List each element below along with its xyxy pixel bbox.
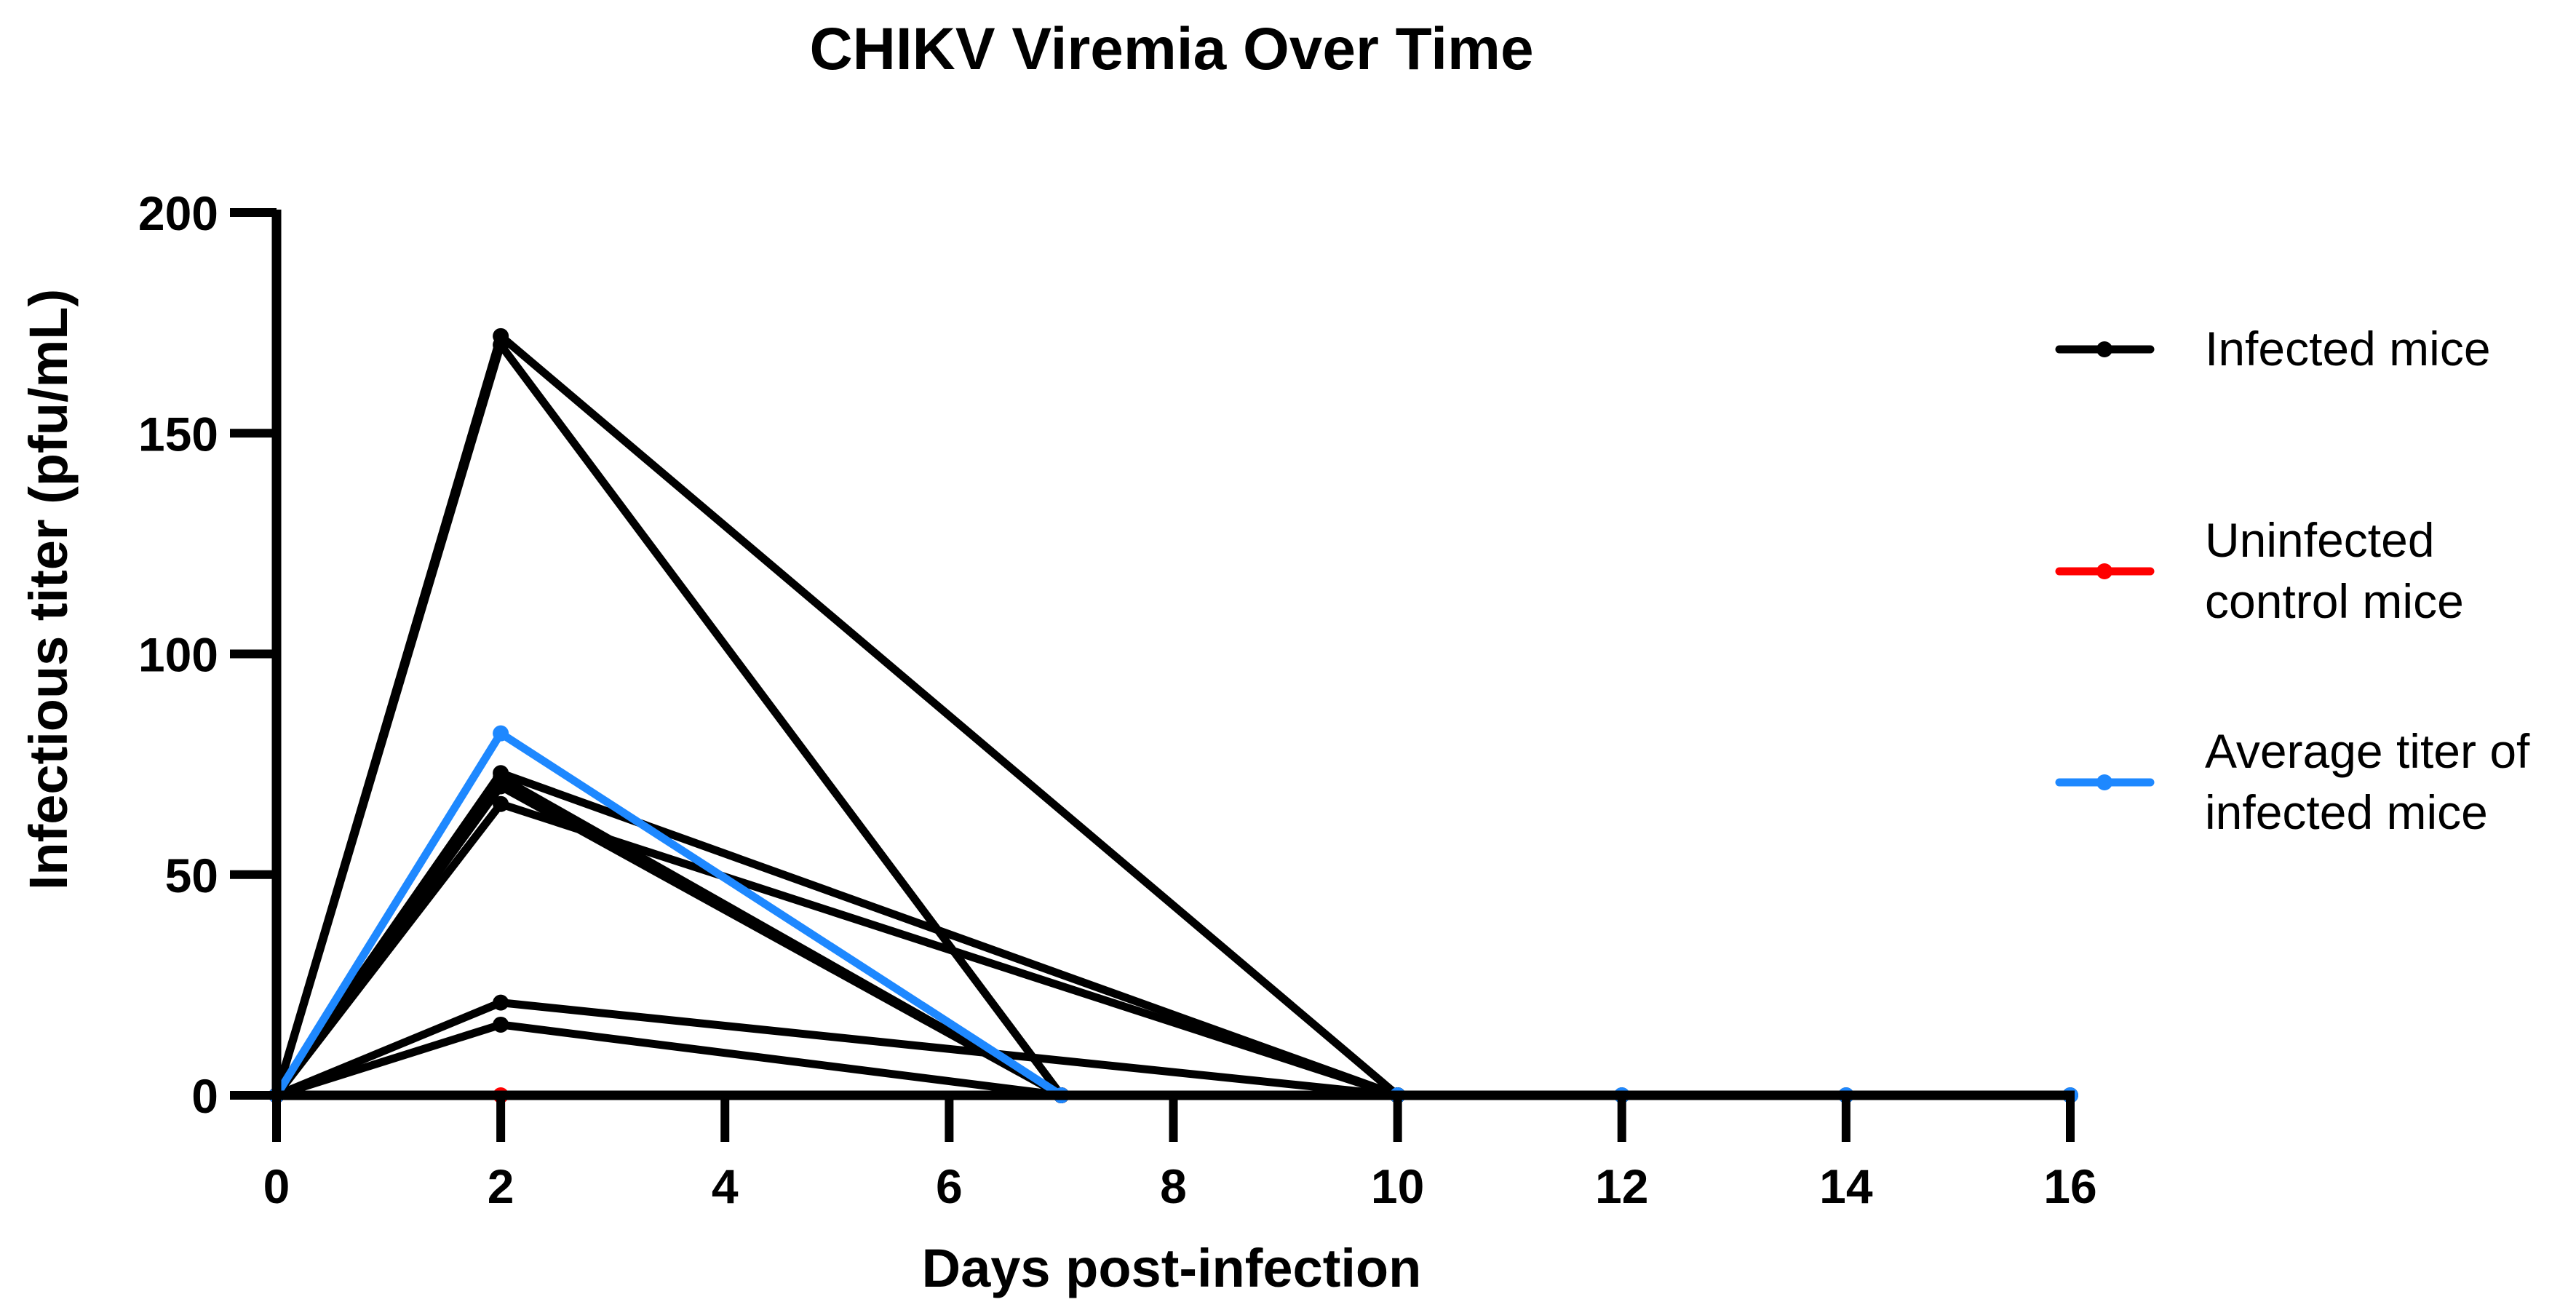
data-point xyxy=(493,336,509,353)
plot-series xyxy=(269,328,2078,1103)
x-tick-label: 8 xyxy=(1160,1159,1187,1213)
legend-label: Average titer of xyxy=(2205,724,2530,778)
x-tick-label: 10 xyxy=(1371,1159,1424,1213)
legend-marker xyxy=(2096,774,2112,790)
series-line xyxy=(272,341,1065,1100)
series-line xyxy=(272,999,1402,1100)
x-axis-label: Days post-infection xyxy=(922,1238,1422,1298)
legend-label: control mice xyxy=(2205,574,2464,628)
x-tick-label: 6 xyxy=(936,1159,963,1213)
series-infected-0 xyxy=(269,328,1406,1103)
series-infected-6 xyxy=(269,994,1406,1103)
y-tick-label: 50 xyxy=(165,849,218,902)
x-tick-label: 16 xyxy=(2043,1159,2096,1213)
legend-item-uninfected: Uninfected control mice xyxy=(2055,513,2464,628)
x-tick-label: 2 xyxy=(488,1159,514,1213)
y-axis-label: Infectious titer (pfu/mL) xyxy=(18,289,79,890)
legend-item-infected: Infected mice xyxy=(2055,322,2491,376)
x-tick-label: 12 xyxy=(1595,1159,1648,1213)
y-tick-label: 150 xyxy=(138,407,218,461)
x-tick-label: 4 xyxy=(712,1159,739,1213)
data-point xyxy=(493,778,509,795)
data-point xyxy=(493,994,509,1011)
axes xyxy=(230,208,2075,1142)
x-tick-label: 14 xyxy=(1819,1159,1873,1213)
data-point xyxy=(493,1016,509,1033)
legend-label: Infected mice xyxy=(2205,322,2491,376)
y-tick-label: 100 xyxy=(138,628,218,682)
series-line xyxy=(272,1020,1065,1100)
chart-title: CHIKV Viremia Over Time xyxy=(809,16,1533,82)
legend-marker xyxy=(2096,341,2112,357)
legend: Infected mice Uninfected control mice Avera… xyxy=(2055,322,2530,839)
data-point xyxy=(493,725,509,742)
y-tick-label: 200 xyxy=(138,186,218,240)
series-average-10 xyxy=(269,725,2078,1103)
tick-labels: 0 50 100 150 200 0 2 4 6 8 10 12 14 16 xyxy=(138,186,2097,1213)
series-line xyxy=(272,332,1402,1100)
y-tick-label: 0 xyxy=(191,1069,218,1123)
legend-marker xyxy=(2096,563,2112,579)
data-point xyxy=(493,795,509,812)
legend-label: Uninfected xyxy=(2205,513,2435,567)
legend-item-average: Average titer of infected mice xyxy=(2055,724,2530,839)
series-infected-2 xyxy=(269,765,1406,1103)
legend-label: infected mice xyxy=(2205,785,2488,839)
x-tick-label: 0 xyxy=(263,1159,290,1213)
